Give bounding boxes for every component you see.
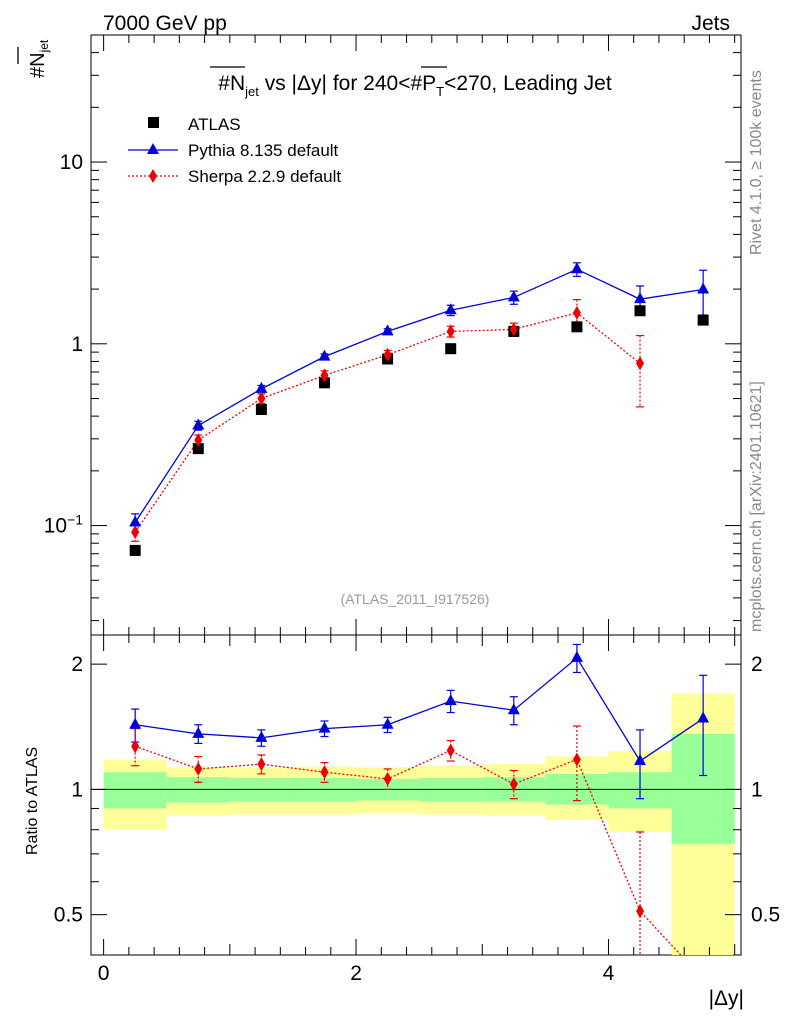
ratio-y-tick-label-right: 1 xyxy=(751,778,763,801)
y-axis-label-main: #N xyxy=(27,52,49,78)
title-prefix: # xyxy=(218,72,230,95)
sherpa-point xyxy=(131,525,140,540)
main-series xyxy=(129,262,710,556)
legend-marker-pythia xyxy=(147,143,159,154)
sherpa-point xyxy=(194,761,203,776)
pythia-point xyxy=(634,754,647,766)
pythia-line xyxy=(134,268,704,523)
legend: ATLAS Pythia 8.135 default Sherpa 2.2.9 … xyxy=(128,115,341,186)
legend-label-sherpa: Sherpa 2.2.9 default xyxy=(188,167,341,186)
main-y-tick-exponent: −1 xyxy=(67,512,83,528)
sherpa-point xyxy=(446,743,455,758)
pythia-point xyxy=(192,726,205,738)
pythia-point xyxy=(381,324,394,336)
atlas-point xyxy=(192,443,204,455)
ratio-axis-label: Ratio to ATLAS xyxy=(24,747,41,855)
atlas-point xyxy=(634,305,646,317)
pythia-point xyxy=(570,650,583,662)
atlas-point xyxy=(255,404,267,416)
header-left: 7000 GeV pp xyxy=(103,12,227,35)
rivet-label: Rivet 4.1.0, ≥ 100k events xyxy=(748,70,765,255)
ratio-x-tick-label: 4 xyxy=(603,962,615,985)
ratio-y-tick-label-left: 0.5 xyxy=(54,904,83,927)
legend-label-pythia: Pythia 8.135 default xyxy=(188,141,339,160)
title-mid: vs |Δy| for 240<# xyxy=(259,72,423,95)
ratio-y-tick-label-left: 1 xyxy=(71,778,83,801)
ratio-axis-ticks: 0.5 0.5 1 1 2 2 0 2 4 xyxy=(54,635,780,985)
sherpa-line xyxy=(134,745,682,955)
sherpa-point xyxy=(320,765,329,780)
pythia-point xyxy=(634,292,647,304)
pythia-point xyxy=(192,418,205,430)
pythia-point xyxy=(697,711,710,723)
sherpa-point xyxy=(509,777,518,792)
atlas-point xyxy=(445,343,457,355)
pythia-point xyxy=(507,290,520,302)
sherpa-point xyxy=(257,391,266,406)
atlas-point xyxy=(571,321,583,333)
ratio-x-tick-label: 2 xyxy=(350,962,362,985)
band-inner-bin xyxy=(103,772,167,809)
sherpa-point xyxy=(383,347,392,362)
pythia-point xyxy=(444,303,457,315)
analysis-watermark: (ATLAS_2011_I917526) xyxy=(341,591,490,607)
title-suffix: <270, Leading Jet xyxy=(444,72,612,95)
pythia-point xyxy=(697,282,710,294)
ratio-y-tick-label-right: 0.5 xyxy=(751,904,780,927)
title-p: P xyxy=(422,72,436,95)
y-axis-label: #Njet xyxy=(27,39,51,78)
title-p-sub: T xyxy=(436,84,444,99)
sherpa-point xyxy=(320,368,329,383)
sherpa-point xyxy=(636,904,645,919)
main-y-tick-label: 1 xyxy=(71,333,83,356)
pythia-point xyxy=(129,515,142,527)
sherpa-point xyxy=(572,752,581,767)
main-y-tick-base: 10 xyxy=(44,515,67,538)
main-y-tick-label: 10 xyxy=(60,151,83,174)
y-axis-label-sub: jet xyxy=(37,39,51,53)
pythia-point xyxy=(381,717,394,729)
ratio-x-tick-label: 0 xyxy=(98,962,110,985)
pythia-point xyxy=(570,262,583,274)
pythia-point xyxy=(507,703,520,715)
pythia-point xyxy=(255,381,268,393)
pythia-point xyxy=(129,717,142,729)
atlas-point xyxy=(129,544,141,556)
atlas-point xyxy=(318,377,330,389)
sherpa-point xyxy=(257,757,266,772)
sherpa-point xyxy=(131,739,140,754)
sherpa-point xyxy=(509,322,518,337)
title-n: N xyxy=(230,72,245,95)
main-y-tick-label: 10−1 xyxy=(44,512,84,538)
sherpa-point xyxy=(194,433,203,448)
sherpa-point xyxy=(446,324,455,339)
sherpa-point xyxy=(572,305,581,320)
sherpa-line xyxy=(134,312,641,533)
title-n-sub: jet xyxy=(244,84,259,99)
ratio-series xyxy=(129,643,710,955)
header-right: Jets xyxy=(691,12,730,35)
sherpa-point xyxy=(383,771,392,786)
ratio-y-tick-label-right: 2 xyxy=(751,653,763,676)
ratio-y-tick-label-left: 2 xyxy=(71,653,83,676)
legend-label-atlas: ATLAS xyxy=(188,115,241,134)
atlas-point xyxy=(697,314,709,326)
pythia-point xyxy=(318,721,331,733)
chart-title: #Njet vs |Δy| for 240<#PT<270, Leading J… xyxy=(218,72,612,99)
pythia-point xyxy=(444,694,457,706)
legend-marker-atlas xyxy=(148,117,159,128)
ratio-frame xyxy=(90,634,742,956)
x-axis-label: |Δy| xyxy=(709,987,744,1010)
legend-marker-sherpa xyxy=(149,169,157,183)
pythia-line xyxy=(135,656,704,762)
mcplots-label: mcplots.cern.ch [arXiv:2401.10621] xyxy=(748,381,765,632)
pythia-point xyxy=(255,730,268,742)
pythia-point xyxy=(318,349,331,361)
sherpa-point xyxy=(636,356,645,371)
